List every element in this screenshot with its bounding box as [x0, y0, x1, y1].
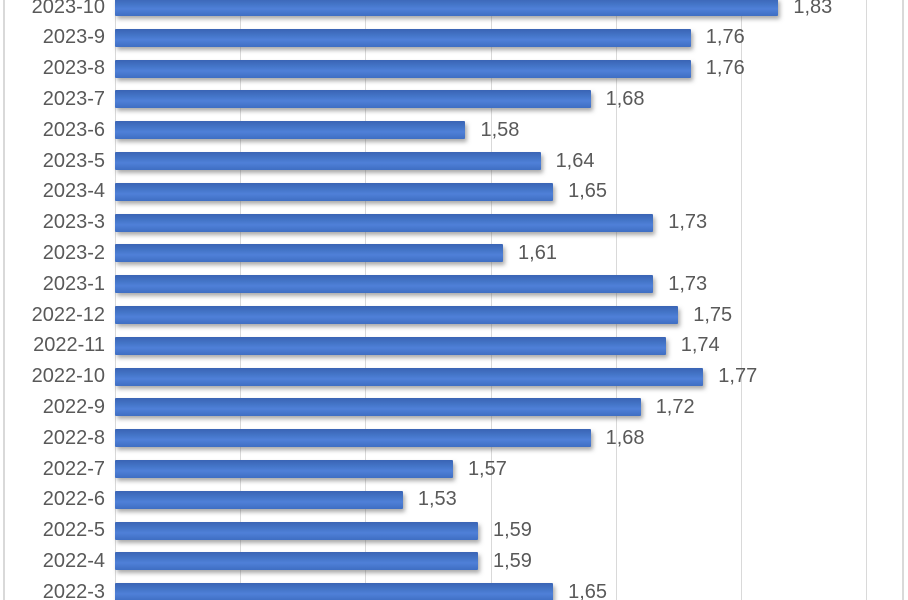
- chart-border-left: [3, 0, 5, 600]
- gridline: [615, 0, 617, 600]
- value-label: 1,65: [568, 180, 608, 203]
- bar: [115, 0, 779, 16]
- value-label: 1,59: [492, 519, 532, 542]
- category-label: 2022-11: [33, 334, 105, 357]
- bar: [115, 59, 691, 78]
- category-label: 2023-5: [42, 149, 105, 172]
- bar: [115, 244, 504, 263]
- value-label: 1,77: [718, 365, 758, 388]
- bar: [115, 336, 666, 355]
- category-label: 2023-4: [42, 180, 105, 203]
- category-label: 2023-8: [42, 57, 105, 80]
- chart-border-right: [902, 0, 904, 600]
- category-label: 2022-6: [42, 488, 105, 511]
- category-label: 2023-9: [42, 26, 105, 49]
- category-label: 2023-6: [42, 118, 105, 141]
- bar: [115, 182, 554, 201]
- bar: [115, 121, 466, 140]
- category-label: 2023-7: [42, 87, 105, 110]
- bar: [115, 429, 591, 448]
- bar: [115, 275, 654, 294]
- bar: [115, 460, 453, 478]
- gridline: [740, 0, 742, 600]
- bar: [115, 28, 691, 47]
- category-label: 2022-3: [42, 580, 105, 600]
- value-label: 1,68: [605, 87, 645, 110]
- category-label: 2022-7: [42, 457, 105, 480]
- gridline: [365, 0, 367, 600]
- value-label: 1,73: [668, 272, 708, 295]
- value-label: 1,61: [518, 241, 557, 264]
- category-label: 2022-10: [31, 365, 105, 388]
- bar: [115, 583, 554, 600]
- value-label: 1,75: [693, 303, 733, 326]
- bar: [115, 521, 478, 540]
- value-label: 1,58: [480, 118, 520, 141]
- value-label: 1,59: [492, 549, 532, 572]
- value-label: 1,72: [655, 395, 695, 418]
- value-label: 1,68: [605, 426, 645, 449]
- category-label: 2023-3: [42, 211, 105, 234]
- value-label: 1,65: [568, 580, 608, 600]
- value-label: 1,83: [793, 0, 833, 18]
- gridline: [866, 0, 867, 600]
- value-label: 1,74: [680, 334, 720, 357]
- category-label: 2022-4: [42, 549, 105, 572]
- category-label: 2023-10: [31, 0, 105, 18]
- value-label: 1,76: [705, 57, 745, 80]
- gridline: [240, 0, 242, 600]
- bar: [115, 213, 654, 232]
- category-label: 2022-9: [42, 395, 105, 418]
- category-label: 2022-8: [42, 426, 105, 449]
- value-axis-line: [115, 0, 116, 600]
- category-label: 2023-2: [42, 241, 105, 264]
- category-label: 2022-12: [31, 303, 105, 326]
- bar: [115, 306, 679, 324]
- bar: [115, 90, 591, 109]
- value-label: 1,64: [555, 149, 595, 172]
- category-label: 2023-1: [42, 272, 105, 295]
- bar: [115, 367, 704, 386]
- bar: [115, 552, 478, 571]
- value-label: 1,73: [668, 211, 708, 234]
- bar: [115, 152, 541, 170]
- bar: [115, 490, 403, 509]
- value-label: 1,53: [417, 488, 457, 511]
- category-label: 2022-5: [42, 519, 105, 542]
- gridline: [490, 0, 492, 600]
- value-label: 1,57: [467, 457, 507, 480]
- value-label: 1,76: [705, 26, 745, 49]
- bar: [115, 398, 641, 417]
